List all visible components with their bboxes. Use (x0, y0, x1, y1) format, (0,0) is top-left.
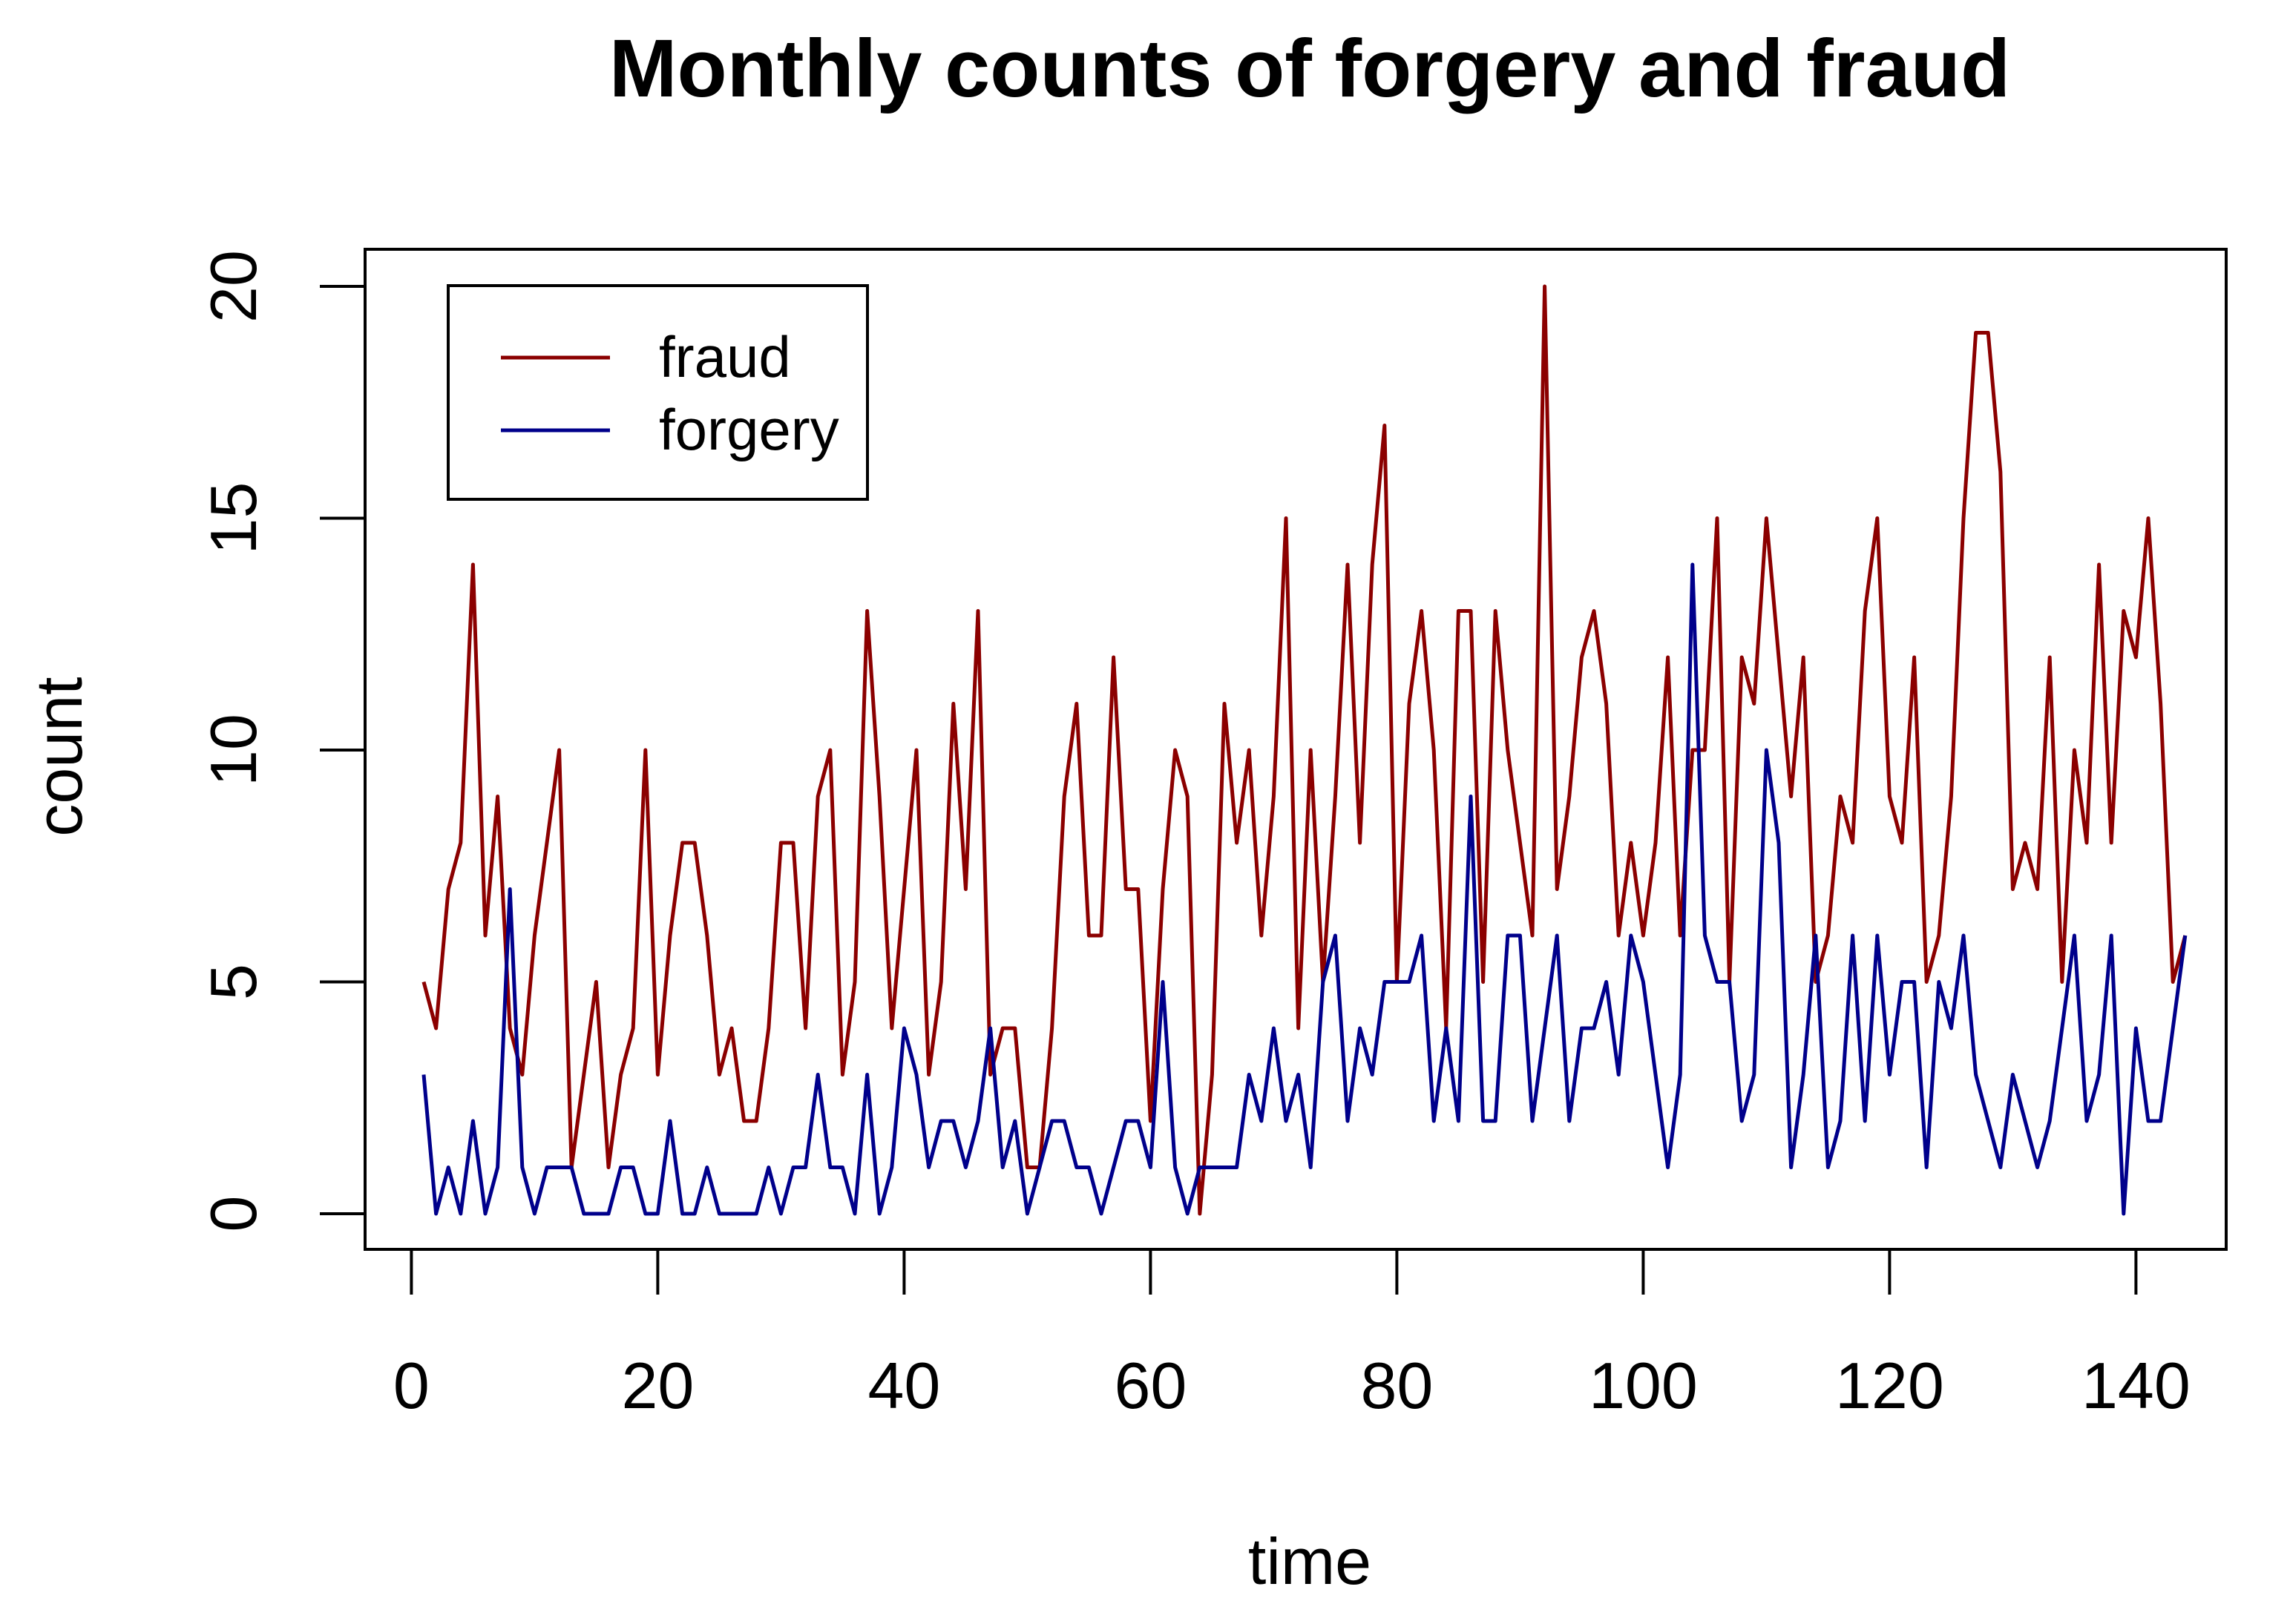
x-tick-label: 120 (1835, 1349, 1944, 1422)
y-tick-label: 15 (197, 482, 270, 555)
x-tick-label: 40 (867, 1349, 940, 1422)
y-tick-label: 10 (197, 714, 270, 786)
y-tick-label: 0 (197, 1196, 270, 1232)
series-line-forgery (421, 562, 2188, 1216)
y-axis-label: count (22, 677, 96, 836)
series-layer (421, 284, 2188, 1216)
x-axis-label: time (1248, 1525, 1371, 1598)
x-tick-label: 80 (1360, 1349, 1433, 1422)
legend-label-fraud: fraud (659, 324, 791, 389)
x-tick-label: 140 (2081, 1349, 2191, 1422)
chart-title: Monthly counts of forgery and fraud (609, 23, 2010, 114)
y-axis: 0 5 10 15 20 (197, 250, 367, 1232)
x-tick-label: 0 (393, 1349, 430, 1422)
x-tick-label: 100 (1589, 1349, 1698, 1422)
x-tick-label: 20 (621, 1349, 694, 1422)
legend: fraud forgery (447, 284, 869, 501)
x-axis: 0 20 40 60 80 100 120 140 (393, 1248, 2191, 1422)
y-tick-label: 20 (197, 250, 270, 323)
legend-label-forgery: forgery (659, 397, 839, 462)
legend-box (447, 284, 869, 501)
y-tick-label: 5 (197, 964, 270, 1000)
series-line-fraud (421, 284, 2188, 1216)
x-tick-label: 60 (1114, 1349, 1187, 1422)
